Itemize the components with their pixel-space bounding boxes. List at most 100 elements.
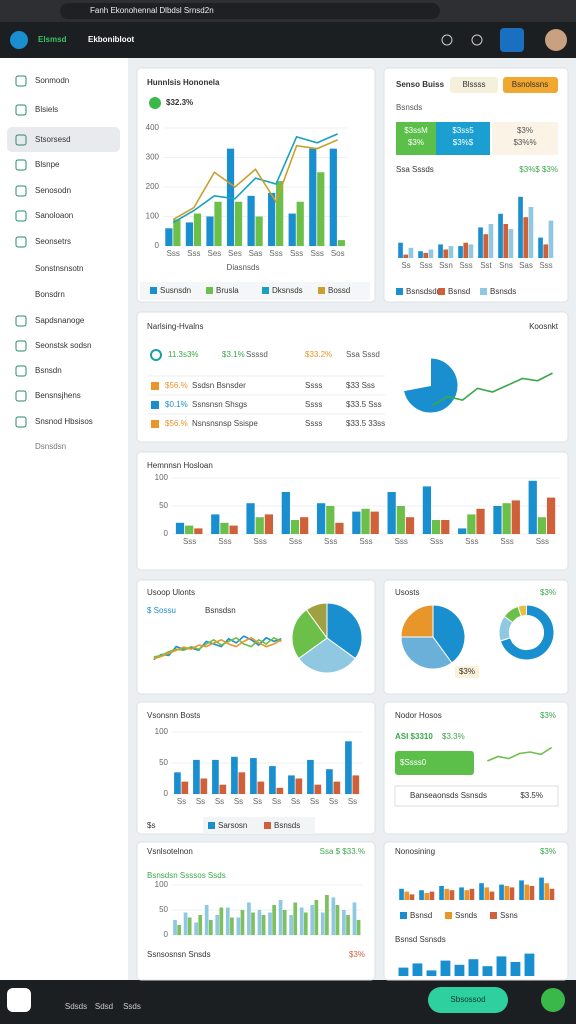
- bar: [165, 228, 173, 246]
- legend-entry[interactable]: Bsnsd: [410, 911, 432, 920]
- label: Vsonsnn Bosts: [147, 711, 200, 720]
- bar: [356, 920, 361, 935]
- button-label[interactable]: Bsnolssns: [512, 80, 548, 89]
- sidebar-item[interactable]: Sonmodn: [35, 76, 69, 85]
- row-cell: Nsnsnsnsp Ssispe: [192, 419, 258, 428]
- label: Vsnlsotelnon: [147, 847, 193, 856]
- bar: [226, 148, 235, 246]
- line: [172, 133, 339, 224]
- bar: [499, 884, 504, 900]
- x-tick-label: Ss: [177, 797, 186, 806]
- bar: [276, 787, 284, 794]
- x-tick-label: Sss: [395, 537, 408, 546]
- bar: [438, 244, 443, 258]
- bar: [230, 917, 234, 935]
- legend-entry[interactable]: Susnsdn: [160, 286, 191, 295]
- bar: [510, 962, 521, 976]
- button[interactable]: [503, 77, 558, 93]
- summary: Ssssd: [246, 350, 268, 359]
- row-cell: Ssss: [305, 419, 322, 428]
- sidebar-item[interactable]: Bsnsdn: [35, 366, 62, 375]
- label: $ Sossu: [147, 606, 176, 615]
- sidebar-item[interactable]: Sapdsnanoge: [35, 316, 85, 325]
- row-cell: $56.%: [165, 419, 188, 428]
- label: Bsnsdsn: [205, 606, 236, 615]
- button-label[interactable]: Sbsossod: [450, 995, 485, 1004]
- bar: [337, 240, 345, 246]
- bar: [303, 912, 308, 935]
- sidebar-item[interactable]: Blsiels: [35, 105, 58, 114]
- x-tick-label: Sss: [183, 537, 196, 546]
- legend-entry[interactable]: Brusla: [216, 286, 239, 295]
- icon[interactable]: [441, 34, 453, 46]
- sidebar-icon: [15, 315, 27, 327]
- sidebar-icon: [15, 236, 27, 248]
- legend-entry[interactable]: Bsnsds: [490, 287, 516, 296]
- sidebar-item[interactable]: Blsnpe: [35, 160, 60, 169]
- legend-entry[interactable]: Bsnsd: [448, 287, 470, 296]
- bar: [431, 520, 441, 534]
- sidebar: [0, 58, 128, 980]
- label: $3%: [540, 711, 556, 720]
- icon[interactable]: [471, 34, 483, 46]
- sidebar-item[interactable]: Sonstnsnsotn: [35, 264, 83, 273]
- bar: [295, 778, 303, 794]
- bar: [257, 781, 265, 794]
- sidebar-item[interactable]: Seonsetrs: [35, 237, 71, 246]
- bar: [246, 503, 255, 534]
- x-tick-label: Sss: [290, 249, 303, 258]
- task-label[interactable]: Sdsds: [65, 1002, 87, 1011]
- legend-entry[interactable]: Sarsosn: [218, 821, 247, 830]
- bar: [185, 222, 194, 246]
- x-tick-label: Ss: [401, 261, 410, 270]
- sidebar-icon: [15, 340, 27, 352]
- legend-entry[interactable]: Bsnsds: [274, 821, 300, 830]
- label: $3%: [349, 950, 365, 959]
- bar: [524, 884, 530, 900]
- legend-entry[interactable]: Bsnsdsdn: [406, 287, 441, 296]
- taskbar-button[interactable]: [428, 987, 508, 1013]
- address-bar[interactable]: [60, 3, 440, 19]
- legend-entry[interactable]: Ssnds: [455, 911, 477, 920]
- sidebar-item[interactable]: Bonsdrn: [35, 290, 65, 299]
- row-cell: $56.%: [165, 381, 188, 390]
- y-tick-label: 50: [159, 501, 168, 510]
- bar: [483, 234, 489, 258]
- legend-swatch: [438, 288, 445, 295]
- sidebar-item[interactable]: Bensnsjhens: [35, 391, 81, 400]
- task-label[interactable]: Ssds: [123, 1002, 141, 1011]
- sidebar-item[interactable]: Sanoloaon: [35, 211, 73, 220]
- task-label[interactable]: Sdsd: [95, 1002, 113, 1011]
- row-icon: [151, 420, 159, 428]
- x-tick-label: Ss: [291, 797, 300, 806]
- sidebar-item[interactable]: Seonstsk sodsn: [35, 341, 91, 350]
- legend-entry[interactable]: Bossd: [328, 286, 350, 295]
- logo: [10, 31, 28, 49]
- bar: [204, 905, 209, 935]
- bar: [529, 886, 535, 900]
- chat-button[interactable]: [541, 988, 565, 1012]
- x-tick-label: Sss: [465, 537, 478, 546]
- legend-bar: [140, 282, 370, 300]
- task-icon[interactable]: [7, 988, 31, 1012]
- tile-label: $3%: [408, 138, 424, 147]
- bar: [290, 520, 300, 534]
- sidebar-item[interactable]: Senosodn: [35, 186, 71, 195]
- legend-entry[interactable]: Dksnsds: [272, 286, 303, 295]
- bar: [459, 887, 464, 900]
- avatar[interactable]: [545, 29, 567, 51]
- sidebar-item[interactable]: Snsnod Hbsisos: [35, 417, 93, 426]
- label: Banseaonsds Ssnsds: [410, 791, 487, 800]
- bar: [409, 894, 415, 900]
- bar: [261, 915, 266, 935]
- stat-icon: [149, 97, 161, 109]
- x-tick-label: Sss: [187, 249, 200, 258]
- legend-entry[interactable]: Ssns: [500, 911, 518, 920]
- y-tick-label: 0: [164, 930, 169, 939]
- sidebar-item[interactable]: Stsorsesd: [35, 135, 71, 144]
- x-tick-label: Sss: [324, 537, 337, 546]
- avatar[interactable]: [500, 28, 524, 52]
- button-label[interactable]: Blssss: [462, 80, 485, 89]
- button[interactable]: [450, 77, 498, 93]
